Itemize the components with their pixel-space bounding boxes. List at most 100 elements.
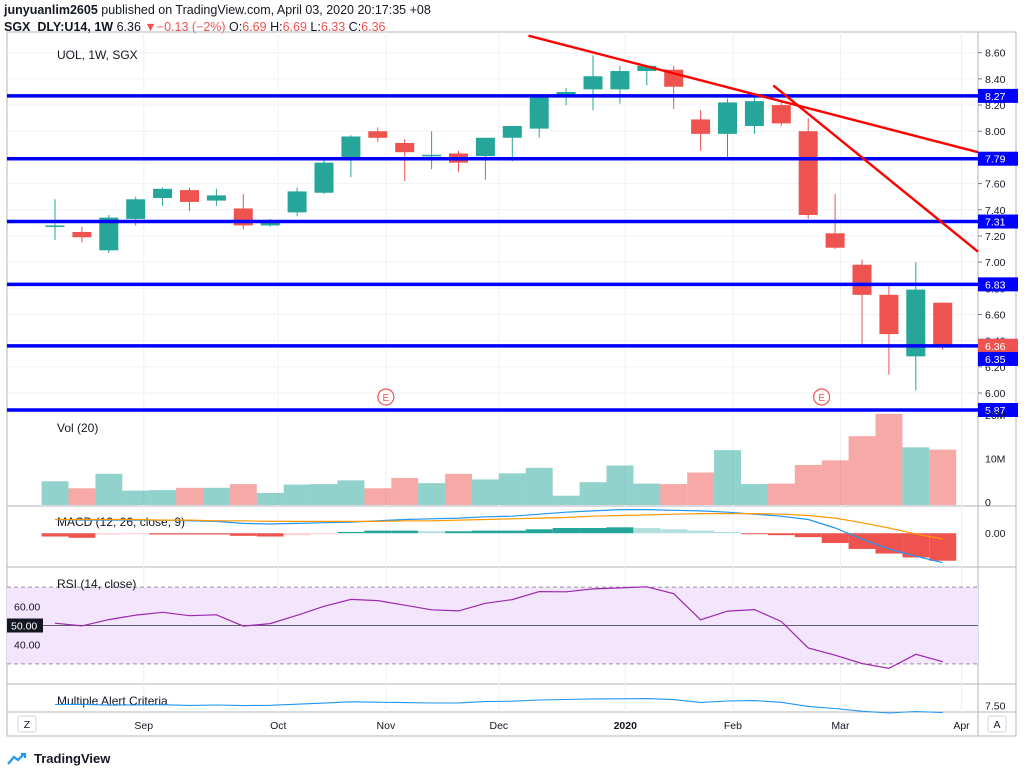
candle [287,187,307,217]
time-tick-label: Nov [377,720,396,732]
time-tick-label: Apr [953,720,970,732]
axis-badge-label: 6.35 [985,354,1006,366]
signal-line [55,513,943,540]
volume-bar [848,436,876,505]
volume-bar [149,490,177,505]
alert-line [54,698,943,714]
time-tick-label: Dec [490,720,509,732]
author[interactable]: junyuanlim2605 [4,3,98,17]
earnings-marker-icon [813,388,831,406]
candle-body [72,232,92,238]
price-tick-label: 7.20 [985,231,1006,243]
auto-scale-a-button[interactable]: A [987,715,1007,733]
trend-line [772,84,979,253]
level-label: 6.83 [985,279,1006,291]
candle [233,194,253,230]
volume-bar [821,460,849,505]
candle-body [771,105,791,124]
z-button-box [17,715,37,733]
volume-tick-label: 10M [985,454,1005,466]
down-arrow-icon: ▼ [144,20,157,34]
macd-histogram-bar [391,530,419,534]
volume-bar [122,490,150,505]
candle [906,262,926,391]
macd-histogram-bar [41,533,69,537]
candle [422,131,442,170]
candle [691,110,711,151]
candle-body [206,195,226,201]
candle-body [99,217,119,251]
ohlc-line: SGX_DLY:U14, 1W 6.36 ▼−0.13 (−2%) O:6.69… [4,19,431,36]
candle-body [825,233,845,248]
macd-histogram-bar [794,533,822,538]
price-tick-label: 6.60 [985,309,1006,321]
last-price: 6.36 [116,20,141,34]
volume-bar [391,478,419,505]
macd-histogram-bar [203,533,230,535]
volume-bar [902,447,930,505]
macd-histogram-bar [283,533,311,536]
trend-line [528,34,979,154]
symbol-label: SGX_DLY:U14, 1W [4,20,114,34]
candle [449,150,468,172]
close-label: C: [348,20,362,34]
macd-histogram-bar [95,533,123,535]
candle-body [395,143,415,153]
candle [879,283,899,375]
volume-bar [176,487,203,505]
candle-body [637,65,657,72]
volume-tick-label: 20M [985,410,1005,422]
alert-tick-label: 7.50 [985,701,1006,713]
chart-header: junyuanlim2605 published on TradingView.… [4,2,431,36]
earnings-marker-label: E [818,393,825,404]
volume-bar [68,488,96,505]
low-value: 6.33 [320,20,346,34]
level-label-bg [978,214,1018,229]
macd-histogram-bar [687,530,715,534]
time-tick-label: Sep [134,720,153,732]
candle-body [475,137,495,157]
candle-body [529,97,549,129]
candle-body [422,154,442,157]
macd-line [54,509,943,564]
volume-bar [875,413,903,505]
a-button-label: A [993,719,1000,731]
earnings-marker-label: E [383,393,390,404]
candle-body [341,136,361,158]
a-button-box [987,715,1007,733]
axis-badge-label: 6.36 [985,341,1006,353]
candle [341,135,361,178]
brand-name: TradingView [34,751,111,766]
candle-body [583,76,603,90]
axis-badge-bg [978,338,1018,353]
volume-bar [498,473,526,505]
volume-bar [606,465,634,505]
volume-bar [364,488,392,505]
macd-histogram-bar [741,533,768,535]
volume-bar [472,479,499,505]
volume-bar [929,449,957,505]
candle-body [502,125,522,138]
zoom-z-button[interactable]: Z [17,715,37,733]
candle-body [852,264,872,295]
close-value: 6.36 [361,20,386,34]
price-tick-label: 7.40 [985,205,1006,217]
candle [933,302,953,350]
candle [798,118,818,219]
candle [368,127,388,142]
rsi-tick-label: 40.00 [14,640,40,652]
macd-histogram-bar [606,527,634,534]
candle-body [691,119,711,134]
volume-bar [794,465,822,505]
macd-histogram-bar [445,531,472,534]
rsi-tick-label: 60.00 [14,601,40,613]
level-label-bg [978,403,1018,417]
volume-bar [310,484,338,505]
macd-histogram-bar [68,533,96,538]
volume-tick-label: 0 [985,497,991,509]
candle-body [933,302,953,346]
macd-histogram-bar [472,530,499,534]
time-tick-label: Feb [724,720,742,732]
macd-histogram-bar [660,529,688,534]
